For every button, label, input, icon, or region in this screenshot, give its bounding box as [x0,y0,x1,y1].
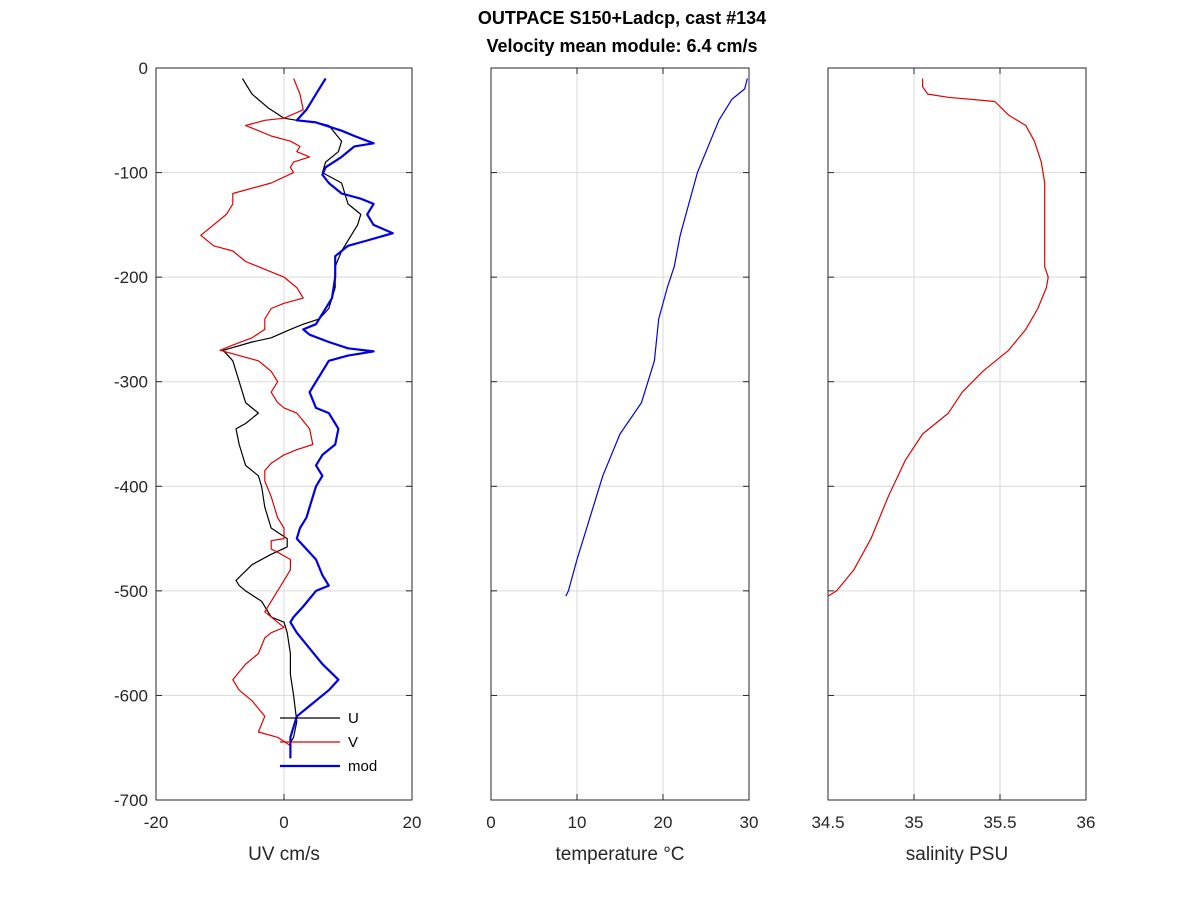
x-tick-label: 35.5 [983,813,1016,832]
panel-frame [827,67,1087,801]
x-axis-label: temperature °C [555,844,684,865]
panel-frame [490,67,750,801]
x-tick-label: 36 [1077,813,1096,832]
y-tick-label: -500 [114,582,148,601]
panel-frame [155,67,413,801]
y-tick-label: -600 [114,686,148,705]
x-axis-label: UV cm/s [248,844,320,865]
x-tick-label: 20 [654,813,673,832]
y-tick-label: 0 [139,59,148,78]
series-line-V [200,78,314,753]
figure-title-line1: OUTPACE S150+Ladcp, cast #134 [478,8,766,28]
series-line-profile-2 [565,78,748,597]
y-tick-label: -200 [114,268,148,287]
series-line-mod [289,77,394,759]
x-tick-label: 34.5 [811,813,844,832]
x-tick-label: 0 [486,813,495,832]
legend-label-mod: mod [348,758,377,775]
panel-3-axes [827,67,1087,801]
y-tick-label: -700 [114,791,148,810]
x-axis-label: salinity PSU [906,844,1008,865]
y-tick-label: -400 [114,477,148,496]
panel-2: 0 10 20 30 temperature °C [486,67,759,865]
x-tick-label: 30 [740,813,759,832]
legend-label-U: U [348,710,359,727]
x-tick-label: 20 [403,813,422,832]
x-tick-label: 35 [905,813,924,832]
series-line-U [222,78,362,759]
series-line-profile-3 [827,78,1049,597]
x-tick-label: 0 [279,813,288,832]
y-tick-label: -100 [114,164,148,183]
y-tick-label: -300 [114,373,148,392]
legend-label-V: V [348,734,358,751]
x-tick-label: 10 [568,813,587,832]
panel-3: 34.5 35 35.5 36 salinity PSU [811,67,1096,865]
x-tick-label: -20 [144,813,169,832]
figure-title-line2: Velocity mean module: 6.4 cm/s [486,36,757,56]
